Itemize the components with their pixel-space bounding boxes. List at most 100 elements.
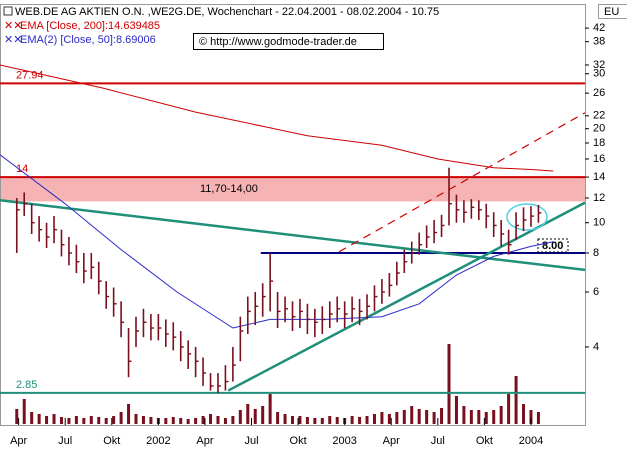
volume-bar bbox=[45, 416, 49, 424]
volume-bar bbox=[15, 409, 19, 424]
volume-bar bbox=[365, 416, 369, 424]
x-tick-label: Jul bbox=[431, 435, 445, 447]
x-tick-label: Apr bbox=[196, 435, 213, 447]
y-tick-label: 38 bbox=[593, 36, 605, 48]
volume-bar bbox=[89, 416, 93, 424]
x-tick-label: Okt bbox=[290, 435, 307, 447]
y-tick-label: 30 bbox=[593, 68, 605, 80]
trendline bbox=[0, 199, 586, 272]
icon bbox=[3, 6, 13, 16]
volume-bar bbox=[59, 417, 63, 424]
volume-bar bbox=[447, 344, 451, 424]
trendline bbox=[227, 201, 586, 392]
volume-bar bbox=[97, 417, 101, 424]
volume-bar bbox=[536, 412, 540, 424]
volume-bar bbox=[209, 414, 213, 424]
highlight bbox=[506, 203, 548, 231]
volume-bar bbox=[395, 412, 399, 424]
watermark-box bbox=[193, 33, 384, 50]
ema-line bbox=[0, 154, 554, 329]
volume-bar bbox=[253, 409, 257, 424]
y-tick-label: 42 bbox=[593, 22, 605, 34]
volume-bar bbox=[380, 412, 384, 424]
volume-bar bbox=[238, 410, 242, 424]
trendline bbox=[338, 112, 586, 253]
volume-bar bbox=[469, 410, 473, 424]
level-label: 2.85 bbox=[16, 379, 37, 391]
volume-bar bbox=[432, 412, 436, 424]
y-tick-label: 16 bbox=[593, 153, 605, 165]
resistance-band bbox=[1, 177, 585, 202]
volume-bar bbox=[410, 406, 414, 424]
level-label: 27.94 bbox=[16, 69, 44, 81]
volume-bar bbox=[417, 409, 421, 424]
level-label-box bbox=[537, 238, 569, 253]
ema-line bbox=[0, 64, 554, 172]
volume-bar bbox=[298, 416, 302, 424]
y-tick-label: 22 bbox=[593, 110, 605, 122]
x-tick-label: 2004 bbox=[519, 435, 543, 447]
volume-bar bbox=[402, 410, 406, 424]
volume-bar bbox=[358, 417, 362, 424]
corner-label: EU bbox=[604, 6, 619, 18]
volume-bar bbox=[268, 394, 272, 424]
y-tick-label: 4 bbox=[593, 341, 599, 353]
volume-bar bbox=[291, 416, 294, 424]
volume-bar bbox=[141, 416, 145, 424]
volume-bar bbox=[372, 414, 376, 424]
volume-bar bbox=[276, 412, 280, 424]
volume-bar bbox=[74, 416, 78, 424]
volume-bar bbox=[37, 414, 41, 424]
volume-bar bbox=[216, 416, 220, 424]
volume-bar bbox=[179, 418, 183, 424]
volume-bar bbox=[514, 376, 518, 424]
x-tick-label: Okt bbox=[103, 435, 120, 447]
volume-bar bbox=[499, 406, 503, 424]
volume-bar bbox=[82, 418, 86, 424]
volume-bar bbox=[440, 408, 444, 424]
volume-bar bbox=[149, 417, 153, 424]
volume-bar bbox=[522, 404, 526, 424]
volume-bar bbox=[171, 417, 175, 424]
plot-frame bbox=[0, 4, 586, 426]
volume-bar bbox=[223, 418, 227, 424]
level-label: 14 bbox=[16, 163, 28, 175]
x-tick-label: Apr bbox=[10, 435, 27, 447]
x-tick-label: Okt bbox=[476, 435, 493, 447]
volume-bar bbox=[350, 416, 354, 424]
watermark: © http://www.godmode-trader.de bbox=[199, 36, 357, 48]
volume-bar bbox=[186, 419, 190, 424]
volume-bar bbox=[194, 418, 198, 424]
volume-bar bbox=[52, 414, 56, 424]
volume-bar bbox=[246, 404, 250, 424]
x-tick-label: 2003 bbox=[332, 435, 356, 447]
volume-bar bbox=[231, 416, 235, 424]
corner-box bbox=[598, 4, 627, 19]
band-label: 11,70-14,00 bbox=[200, 183, 258, 195]
volume-bar bbox=[387, 414, 391, 424]
y-tick-label: 12 bbox=[593, 192, 605, 204]
y-tick-label: 32 bbox=[593, 59, 605, 71]
x-tick-label: Apr bbox=[383, 435, 400, 447]
volume-bar bbox=[119, 412, 123, 424]
volume-bar bbox=[164, 418, 168, 424]
volume-bar bbox=[283, 414, 287, 424]
legend: ✕✕ EMA [Close, 200]:14.639485 ✕✕ EMA(2) … bbox=[4, 20, 160, 46]
y-tick-label: 20 bbox=[593, 123, 605, 135]
y-tick-label: 26 bbox=[593, 87, 605, 99]
volume-bar bbox=[67, 418, 71, 424]
volume-bar bbox=[134, 414, 138, 424]
volume-bar bbox=[201, 416, 205, 424]
y-tick-label: 8 bbox=[593, 247, 599, 259]
volume-bar bbox=[313, 418, 317, 424]
volume-bar bbox=[22, 399, 26, 424]
volume-bar bbox=[261, 406, 265, 424]
x-tick-label: 2002 bbox=[146, 435, 170, 447]
y-tick-label: 10 bbox=[593, 217, 605, 229]
x-tick-label: Jul bbox=[58, 435, 72, 447]
volume-bar bbox=[454, 396, 458, 424]
volume-bar bbox=[477, 410, 481, 424]
x-tick-label: Jul bbox=[244, 435, 258, 447]
y-tick-label: 18 bbox=[593, 137, 605, 149]
